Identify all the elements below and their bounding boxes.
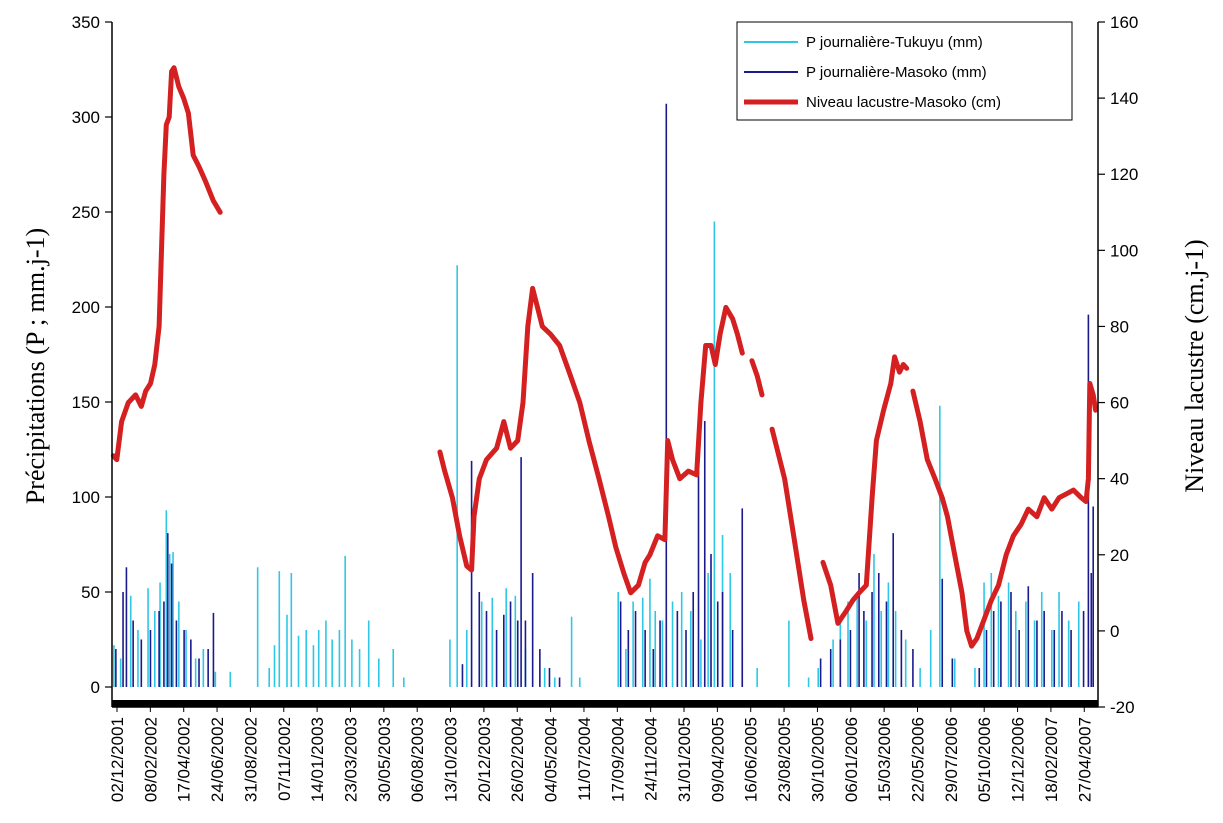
y-right-tick-label: 20 bbox=[1110, 546, 1129, 565]
x-tick-label: 24/11/2004 bbox=[642, 717, 661, 801]
niveau-segment bbox=[110, 65, 223, 463]
x-tick-label: 07/11/2002 bbox=[275, 717, 294, 801]
y-right-tick-label: 0 bbox=[1110, 622, 1119, 641]
x-tick-label: 06/01/2006 bbox=[842, 717, 861, 802]
y-axis-right-title: Niveau lacustre (cm.j-1) bbox=[1180, 239, 1209, 492]
y-right-tick-label: 80 bbox=[1110, 317, 1129, 336]
y-left-tick-label: 350 bbox=[72, 13, 100, 32]
baseline-band bbox=[112, 700, 1098, 707]
y-right-tick-label: 40 bbox=[1110, 470, 1129, 489]
legend-label-niveau: Niveau lacustre-Masoko (cm) bbox=[806, 94, 1001, 111]
y-right-tick-label: 100 bbox=[1110, 241, 1138, 260]
y-left-tick-label: 0 bbox=[91, 678, 100, 697]
legend: P journalière-Tukuyu (mm) P journalière-… bbox=[736, 21, 1073, 121]
x-tick-label: 09/04/2005 bbox=[708, 717, 727, 802]
y-right-tick-label: 60 bbox=[1110, 394, 1129, 413]
y-left-tick-label: 50 bbox=[81, 583, 100, 602]
y-right-tick-label: 140 bbox=[1110, 89, 1138, 108]
x-tick-label: 24/06/2002 bbox=[208, 717, 227, 802]
x-tick-label: 13/10/2003 bbox=[442, 717, 461, 802]
y-left-tick-label: 100 bbox=[72, 488, 100, 507]
series-masoko-bars bbox=[115, 103, 1094, 687]
x-tick-label: 29/07/2006 bbox=[942, 717, 961, 802]
x-tick-label: 23/03/2003 bbox=[341, 717, 360, 802]
y-axis-left-title: Précipitations (P ; mm.j-1) bbox=[21, 228, 50, 504]
x-tick-label: 16/06/2005 bbox=[742, 717, 761, 802]
y-left-tick-label: 200 bbox=[72, 298, 100, 317]
series-tukuyu-bars bbox=[113, 221, 1090, 687]
legend-label-tukuyu: P journalière-Tukuyu (mm) bbox=[806, 34, 983, 51]
x-tick-label: 22/05/2006 bbox=[908, 717, 927, 802]
x-tick-label: 30/05/2003 bbox=[375, 717, 394, 802]
niveau-segment bbox=[437, 285, 745, 596]
y-right-tick-label: 120 bbox=[1110, 165, 1138, 184]
x-tick-label: 18/02/2007 bbox=[1042, 717, 1061, 802]
x-tick-label: 12/12/2006 bbox=[1009, 717, 1028, 802]
x-tick-label: 23/08/2005 bbox=[775, 717, 794, 802]
x-tick-label: 05/10/2006 bbox=[975, 717, 994, 802]
x-tick-label: 06/08/2003 bbox=[408, 717, 427, 802]
legend-label-masoko: P journalière-Masoko (mm) bbox=[806, 64, 987, 81]
x-tick-label: 31/08/2002 bbox=[241, 717, 260, 802]
y-left-tick-label: 250 bbox=[72, 203, 100, 222]
y-left-tick-label: 150 bbox=[72, 393, 100, 412]
x-tick-label: 26/02/2004 bbox=[508, 717, 527, 802]
x-tick-label: 17/09/2004 bbox=[608, 717, 627, 802]
x-tick-label: 02/12/2001 bbox=[108, 717, 127, 802]
x-tick-label: 14/01/2003 bbox=[308, 717, 327, 802]
y-right-tick-label: -20 bbox=[1110, 698, 1135, 717]
y-left-tick-label: 300 bbox=[72, 108, 100, 127]
x-tick-label: 17/04/2002 bbox=[175, 717, 194, 802]
x-tick-label: 31/01/2005 bbox=[675, 717, 694, 802]
x-tick-label: 30/10/2005 bbox=[808, 717, 827, 802]
y-right-tick-label: 160 bbox=[1110, 13, 1138, 32]
niveau-segment bbox=[749, 358, 765, 398]
niveau-segment bbox=[769, 426, 814, 641]
niveau-segment bbox=[820, 354, 910, 626]
x-tick-label: 04/05/2004 bbox=[542, 717, 561, 802]
x-tick-label: 15/03/2006 bbox=[875, 717, 894, 802]
x-tick-label: 20/12/2003 bbox=[475, 717, 494, 802]
niveau-segment bbox=[910, 381, 1099, 649]
series-niveau-line bbox=[110, 65, 1099, 649]
x-tick-label: 27/04/2007 bbox=[1075, 717, 1094, 802]
axes: 0 50 100 150 200 250 300 350 -20 0 20 40 60 80 100 120 1… bbox=[72, 13, 1139, 802]
x-tick-label: 11/07/2004 bbox=[575, 717, 594, 801]
x-tick-label: 08/02/2002 bbox=[141, 717, 160, 802]
